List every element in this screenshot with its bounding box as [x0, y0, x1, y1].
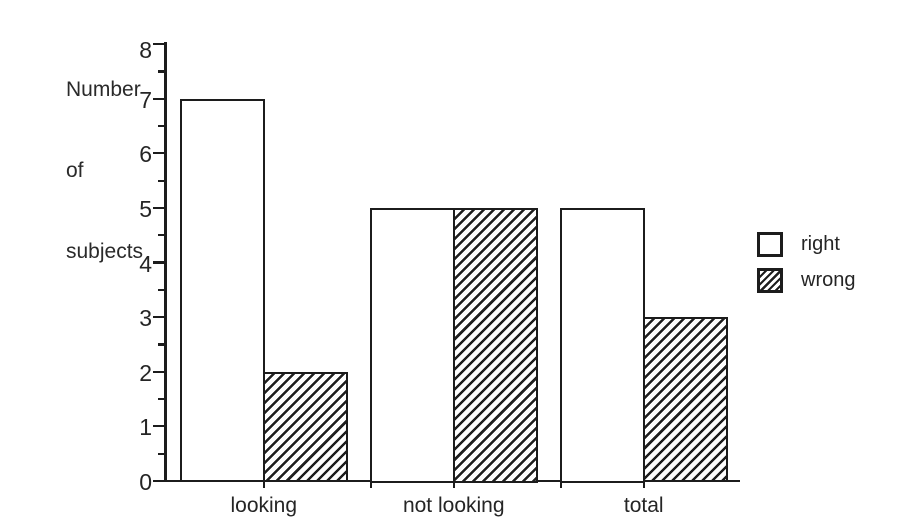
y-tick-label: 3	[139, 305, 152, 332]
y-minor-tick	[158, 452, 166, 455]
y-major-tick	[153, 425, 166, 428]
y-minor-tick	[158, 179, 166, 182]
bar-not-looking-wrong	[452, 208, 538, 483]
bar-total-wrong	[642, 317, 728, 483]
y-tick-label: 5	[139, 196, 152, 222]
baseline-overshoot-tick	[452, 481, 455, 488]
y-major-tick	[153, 261, 166, 264]
baseline-overshoot-tick	[262, 481, 265, 488]
y-tick-label: 7	[139, 86, 152, 113]
y-minor-tick	[158, 288, 166, 291]
y-minor-tick	[158, 234, 166, 237]
y-axis-title-line: of	[66, 159, 84, 182]
legend: right wrong	[757, 232, 855, 304]
y-tick-label: 4	[139, 250, 152, 277]
y-major-tick	[153, 97, 166, 100]
baseline-overshoot-tick	[560, 481, 563, 488]
y-axis-title-line: subjects	[66, 240, 144, 263]
legend-swatch-plain	[757, 232, 783, 257]
y-axis-title-line: Number	[66, 78, 141, 101]
y-tick-label: 8	[139, 37, 152, 64]
x-category-label-not-looking: not looking	[402, 494, 505, 517]
y-minor-tick	[158, 343, 166, 346]
baseline-overshoot-tick	[642, 481, 645, 488]
legend-label: wrong	[801, 269, 856, 291]
y-major-tick	[153, 152, 166, 155]
y-major-tick	[153, 43, 166, 46]
y-major-tick	[153, 316, 166, 319]
x-category-label-total: total	[623, 494, 664, 517]
legend-item-wrong: wrong	[757, 268, 855, 293]
x-category-label-looking: looking	[230, 494, 298, 517]
y-major-tick	[153, 479, 166, 483]
y-tick-label: 6	[139, 141, 152, 168]
y-tick-label: 0	[139, 469, 152, 495]
y-major-tick	[153, 370, 166, 373]
baseline-overshoot-tick	[370, 481, 373, 488]
y-major-tick	[153, 206, 166, 210]
y-minor-tick	[158, 124, 166, 128]
legend-swatch-hatched	[757, 268, 783, 293]
y-tick-label: 1	[139, 414, 152, 441]
bar-total-right	[560, 208, 645, 483]
y-axis-title: Number of subjects	[66, 22, 143, 319]
bar-not-looking-right	[370, 208, 455, 483]
y-minor-tick	[158, 70, 166, 73]
y-tick-label: 2	[139, 359, 152, 386]
bar-looking-right	[180, 98, 265, 483]
y-minor-tick	[158, 397, 166, 401]
bar-looking-wrong	[262, 371, 348, 483]
legend-label: right	[801, 233, 840, 255]
legend-item-right: right	[757, 232, 855, 257]
